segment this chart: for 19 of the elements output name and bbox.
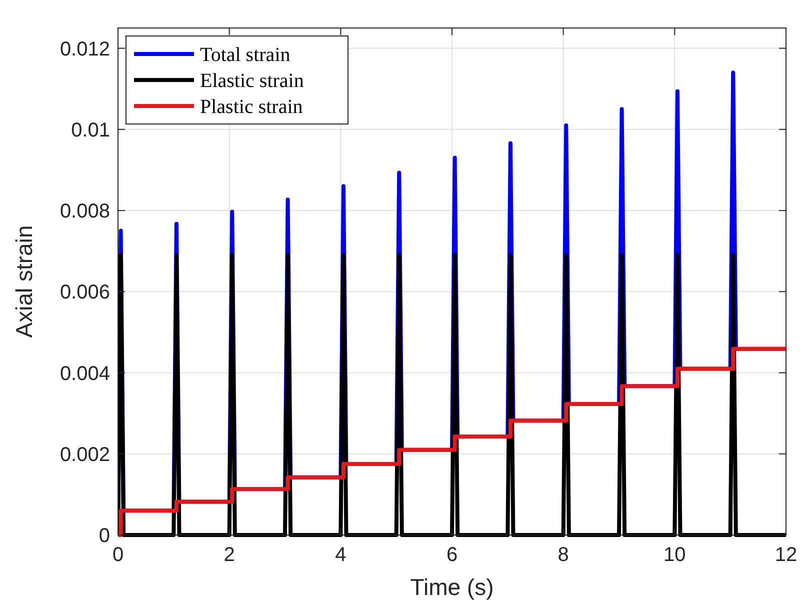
x-axis-title: Time (s): [410, 574, 494, 600]
x-tick-label: 0: [112, 544, 124, 566]
y-tick-label: 0.002: [60, 444, 110, 466]
legend-label: Plastic strain: [200, 96, 303, 118]
y-tick-label: 0: [98, 525, 110, 547]
legend-label: Total strain: [200, 44, 290, 66]
x-tick-label: 2: [224, 544, 235, 566]
y-tick-label: 0.006: [60, 282, 110, 304]
x-tick-label: 6: [446, 544, 458, 566]
y-tick-label: 0.01: [71, 119, 110, 142]
x-tick-label: 8: [558, 544, 569, 566]
x-tick-label: 4: [335, 544, 346, 566]
x-tick-label: 10: [664, 544, 686, 566]
y-axis-title: Axial strain: [11, 225, 37, 338]
x-tick-label: 12: [774, 544, 798, 566]
y-tick-label: 0.012: [60, 38, 110, 60]
y-tick-label: 0.008: [60, 200, 110, 223]
y-tick-label: 0.004: [60, 362, 110, 385]
legend-label: Elastic strain: [200, 70, 304, 92]
